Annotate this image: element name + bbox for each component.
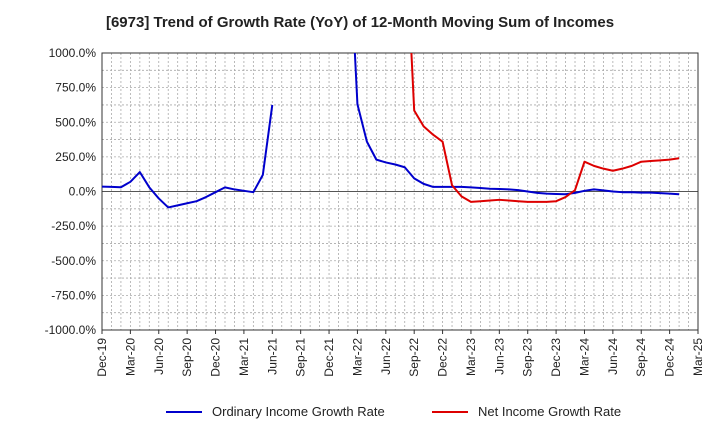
x-tick-label: Dec-24 [663, 338, 677, 377]
x-tick-label: Sep-22 [407, 338, 421, 377]
y-tick-label: -750.0% [51, 288, 96, 302]
x-tick-label: Mar-21 [237, 338, 251, 376]
x-tick-label: Jun-20 [152, 338, 166, 375]
plot-frame [101, 52, 699, 331]
x-tick-label: Mar-24 [577, 338, 591, 376]
series-line-ordinary-income [102, 53, 680, 209]
legend-swatch-ordinary [166, 410, 202, 413]
x-tick-label: Mar-25 [691, 338, 705, 376]
x-tick-label: Mar-20 [123, 338, 137, 376]
y-tick-label: 750.0% [55, 81, 96, 95]
y-tick-label: 0.0% [69, 185, 97, 199]
x-tick-label: Jun-22 [379, 338, 393, 375]
x-tick-label: Sep-24 [634, 338, 648, 377]
legend: Ordinary Income Growth Rate Net Income G… [0, 404, 720, 426]
legend-label-net: Net Income Growth Rate [478, 404, 622, 419]
y-tick-label: 500.0% [55, 115, 96, 129]
legend-item-ordinary: Ordinary Income Growth Rate [166, 404, 385, 419]
x-tick-label: Sep-20 [180, 338, 194, 377]
x-tick-label: Jun-21 [265, 338, 279, 375]
x-tick-label: Dec-20 [209, 338, 223, 377]
y-tick-label: 250.0% [55, 150, 96, 164]
legend-item-net: Net Income Growth Rate [432, 404, 621, 419]
y-tick-label: -1000.0% [45, 323, 97, 337]
x-tick-label: Dec-23 [549, 338, 563, 377]
x-tick-label: Dec-19 [95, 338, 109, 377]
x-tick-label: Mar-23 [464, 338, 478, 376]
x-tick-label: Mar-22 [350, 338, 364, 376]
y-tick-label: -250.0% [51, 219, 96, 233]
x-tick-label: Sep-23 [521, 338, 535, 377]
legend-label-ordinary: Ordinary Income Growth Rate [212, 404, 385, 419]
x-tick-label: Sep-21 [294, 338, 308, 377]
x-tick-label: Dec-21 [322, 338, 336, 377]
y-tick-label: -500.0% [51, 254, 96, 268]
chart-title: [6973] Trend of Growth Rate (YoY) of 12-… [105, 14, 615, 31]
y-tick-label: 1000.0% [49, 46, 97, 60]
x-tick-label: Jun-23 [492, 338, 506, 375]
x-tick-label: Jun-24 [606, 338, 620, 375]
x-tick-label: Dec-22 [436, 338, 450, 377]
legend-swatch-net [432, 410, 468, 413]
series-line-net-income [410, 53, 680, 203]
